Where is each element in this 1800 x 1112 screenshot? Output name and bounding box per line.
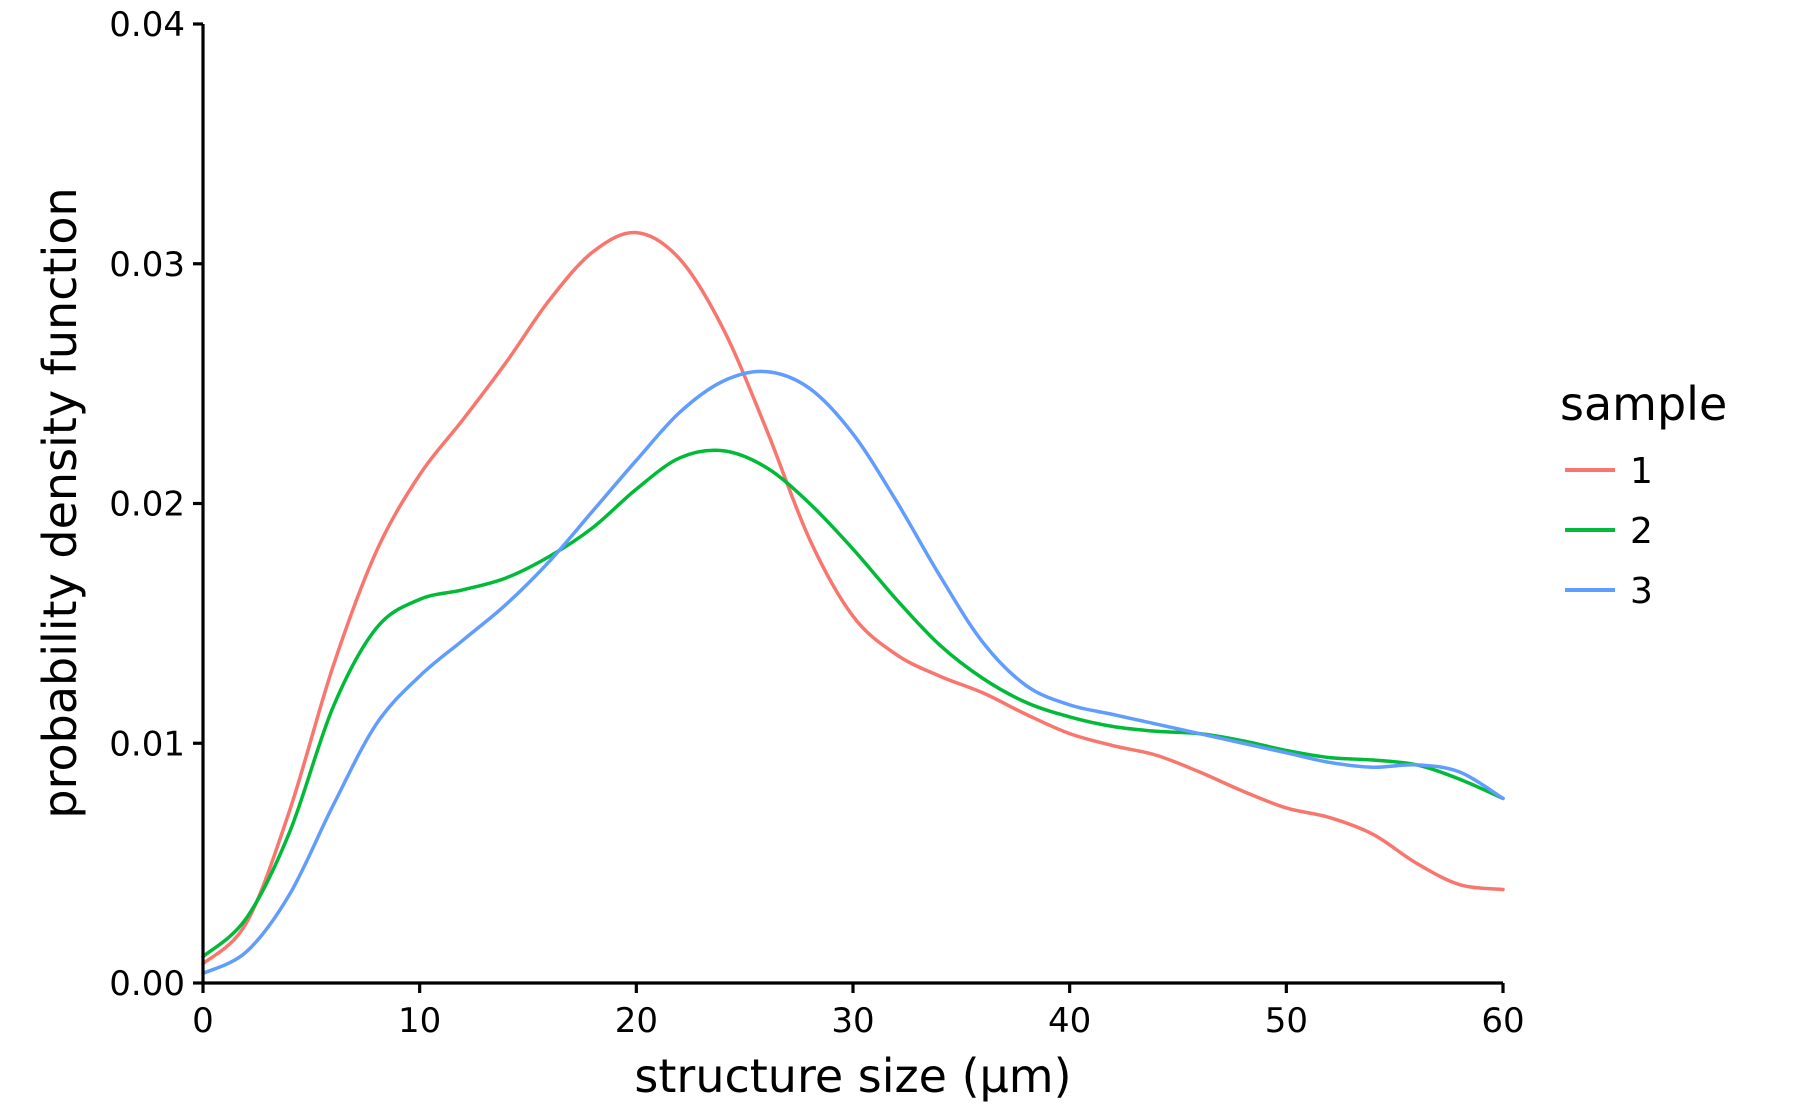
series-line-2 (201, 448, 1505, 959)
x-tick-label: 10 (398, 1001, 441, 1041)
x-tick-label: 0 (192, 1001, 214, 1041)
legend-items: 1 2 3 (1565, 451, 1653, 612)
y-axis-ticks: 0.00 0.01 0.02 0.03 0.04 (109, 5, 203, 1004)
legend-label-3: 3 (1630, 571, 1653, 612)
y-tick-label: 0.03 (109, 245, 185, 285)
series-line-1 (201, 230, 1505, 966)
y-tick-label: 0.04 (109, 5, 185, 45)
legend-label-2: 2 (1630, 511, 1653, 552)
y-tick-label: 0.01 (109, 724, 185, 764)
y-axis-title: probability density function (33, 187, 87, 818)
x-tick-label: 50 (1265, 1001, 1308, 1041)
series-line-3 (201, 369, 1505, 976)
legend-title: sample (1560, 377, 1727, 431)
x-tick-label: 30 (831, 1001, 874, 1041)
legend: sample 1 2 3 (1560, 377, 1727, 612)
x-axis-title: structure size (µm) (634, 1049, 1071, 1103)
x-tick-label: 40 (1048, 1001, 1091, 1041)
x-tick-label: 60 (1481, 1001, 1524, 1041)
y-tick-label: 0.00 (109, 964, 185, 1004)
legend-label-1: 1 (1630, 451, 1653, 492)
y-tick-label: 0.02 (109, 485, 185, 525)
x-tick-label: 20 (615, 1001, 658, 1041)
series-lines (201, 230, 1505, 976)
x-axis-ticks: 0 10 20 30 40 50 60 (192, 983, 1525, 1041)
